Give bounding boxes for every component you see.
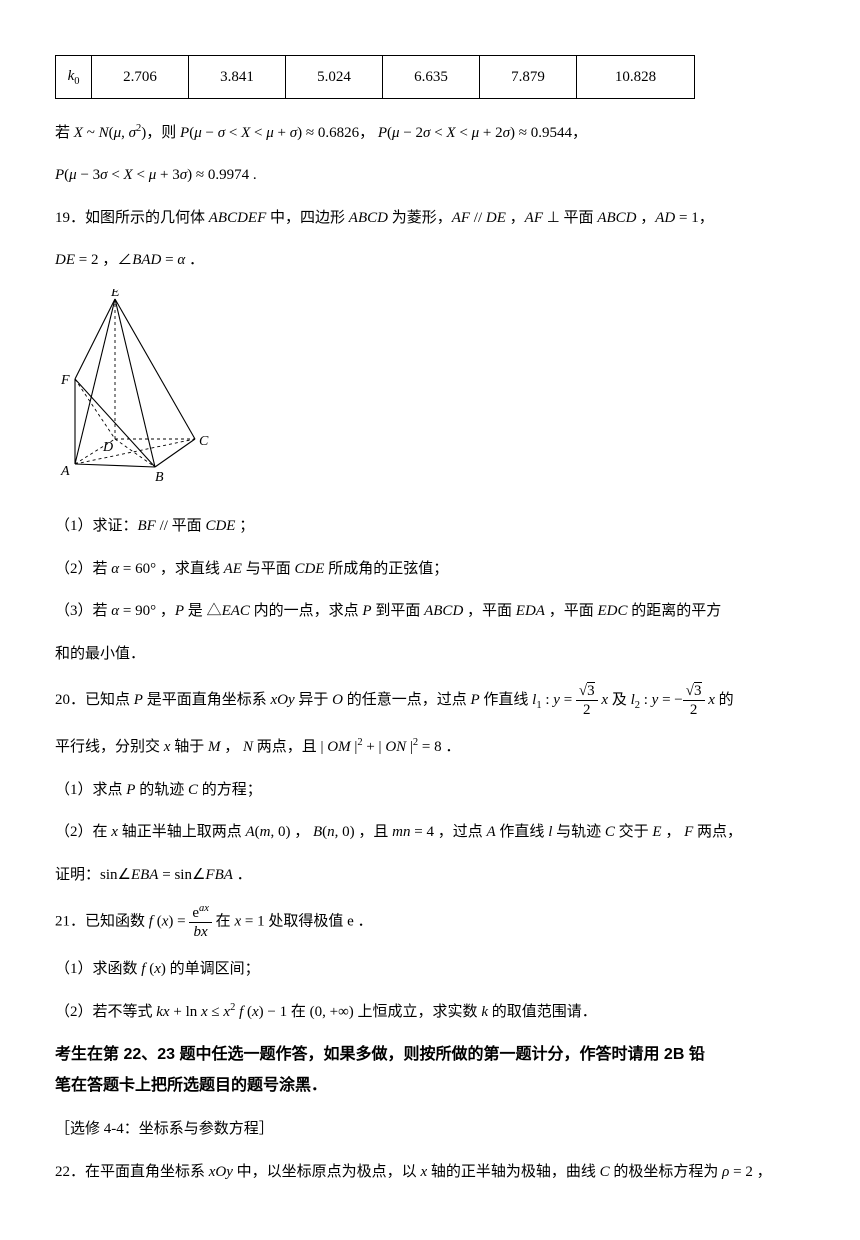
label-B: B <box>155 470 164 484</box>
critical-value-table: k0 2.706 3.841 5.024 6.635 7.879 10.828 <box>55 55 695 99</box>
note-line1: 考生在第 22、23 题中任选一题作答，如果多做，则按所做的第一题计分，作答时请… <box>55 1046 705 1063</box>
table-cell: 10.828 <box>576 56 694 99</box>
q21-part1: （1）求函数 f (x) 的单调区间； <box>55 955 805 984</box>
note-line2: 笔在答题卡上把所选题目的题号涂黑． <box>55 1077 327 1094</box>
table-cell: 6.635 <box>383 56 480 99</box>
q22-stem: 22．在平面直角坐标系 xOy 中，以坐标原点为极点，以 x 轴的正半轴为极轴，… <box>55 1158 805 1187</box>
q20-part1: （1）求点 P 的轨迹 C 的方程； <box>55 776 805 805</box>
table-cell: 7.879 <box>480 56 577 99</box>
label-A: A <box>60 464 70 479</box>
elective-header: ［选修 4-4：坐标系与参数方程］ <box>55 1115 805 1144</box>
table-cell: 3.841 <box>189 56 286 99</box>
instruction-note: 考生在第 22、23 题中任选一题作答，如果多做，则按所做的第一题计分，作答时请… <box>55 1040 805 1101</box>
geometry-diagram: E F A B C D <box>55 289 805 495</box>
q19-part3b: 和的最小值． <box>55 640 805 669</box>
table-header-cell: k0 <box>56 56 92 99</box>
label-D: D <box>102 440 113 455</box>
q19-part1: （1）求证：BF // 平面 CDE ； <box>55 512 805 541</box>
q19-part3: （3）若 α = 90° ，P 是 △EAC 内的一点，求点 P 到平面 ABC… <box>55 597 805 626</box>
q20-stem: 20．已知点 P 是平面直角坐标系 xOy 异于 O 的任意一点，过点 P 作直… <box>55 682 805 719</box>
label-C: C <box>199 434 209 449</box>
q20-part2: （2）在 x 轴正半轴上取两点 A(m, 0) ， B(n, 0) ，且 mn … <box>55 818 805 847</box>
q19-stem: 19．如图所示的几何体 ABCDEF 中，四边形 ABCD 为菱形，AF // … <box>55 204 805 233</box>
q21-stem: 21．已知函数 f (x) = eaxbx 在 x = 1 处取得极值 e ． <box>55 903 805 941</box>
q19-stem2: DE = 2 ，∠BAD = α ． <box>55 246 805 275</box>
normal-distribution-line1: 若 X ~ N(μ, σ2)，则 P(μ − σ < X < μ + σ) ≈ … <box>55 119 805 148</box>
q20-line2: 平行线，分别交 x 轴于 M ， N 两点，且 | OM |2 + | ON |… <box>55 733 805 762</box>
q20-part2b: 证明：sin∠EBA = sin∠FBA ． <box>55 861 805 890</box>
normal-distribution-line2: P(μ − 3σ < X < μ + 3σ) ≈ 0.9974 . <box>55 161 805 190</box>
q19-part2: （2）若 α = 60° ，求直线 AE 与平面 CDE 所成角的正弦值； <box>55 555 805 584</box>
label-E: E <box>110 289 120 300</box>
table-cell: 2.706 <box>92 56 189 99</box>
table-cell: 5.024 <box>286 56 383 99</box>
label-F: F <box>60 373 70 388</box>
q21-part2: （2）若不等式 kx + ln x ≤ x2 f (x) − 1 在 (0, +… <box>55 998 805 1027</box>
